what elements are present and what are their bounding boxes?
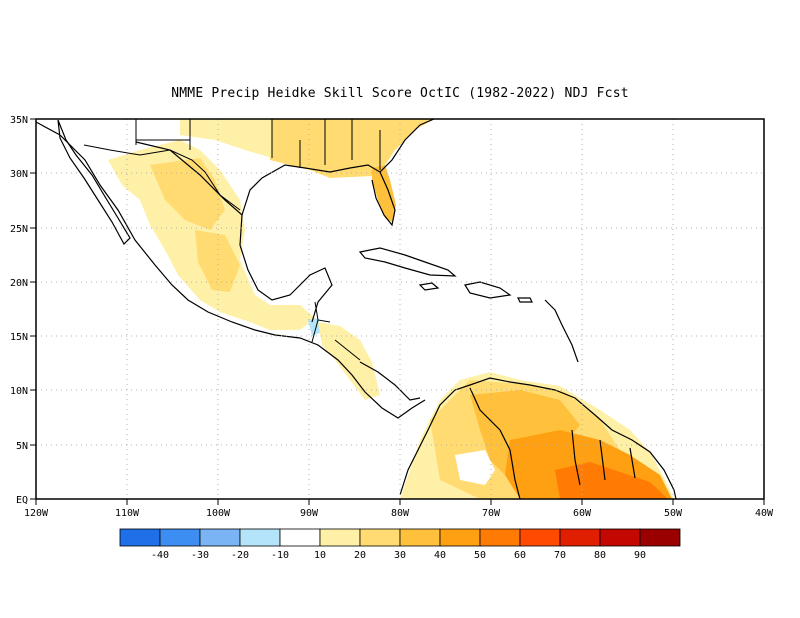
lat-label: 10N	[10, 386, 28, 397]
coastlines	[36, 119, 677, 499]
lon-label: 60W	[573, 508, 592, 519]
colorbar-swatch	[359, 528, 401, 547]
colorbar-label: -40	[151, 550, 169, 561]
florida-skill	[372, 165, 396, 222]
colorbar-label: 70	[554, 550, 566, 561]
colombia-white-patch	[455, 450, 495, 485]
colorbar-label: -30	[191, 550, 209, 561]
lon-label: 90W	[300, 508, 319, 519]
lon-label: 50W	[664, 508, 683, 519]
chart-title: NMME Precip Heidke Skill Score OctIC (19…	[171, 86, 629, 101]
colorbar-label: -20	[231, 550, 249, 561]
central-america-light	[318, 322, 380, 400]
colorbar-swatch	[279, 528, 321, 547]
colorbar-label: 60	[514, 550, 526, 561]
longitude-labels: 120W 110W 100W 90W 80W 70W 60W 50W 40W	[24, 508, 774, 519]
cuba	[358, 247, 457, 277]
colorbar-label: 40	[434, 550, 446, 561]
lat-label: EQ	[16, 495, 28, 506]
lon-label: 120W	[24, 508, 49, 519]
puerto-rico	[517, 297, 533, 303]
lat-label: 15N	[10, 332, 28, 343]
colorbar-swatch	[399, 528, 441, 547]
lon-label: 110W	[115, 508, 140, 519]
colorbar-label: 90	[634, 550, 646, 561]
colorbar-label: 30	[394, 550, 406, 561]
colorbar: -40 -30 -20 -10 10 20 30 40 50 60 70 80 …	[119, 528, 681, 561]
lesser-antilles	[544, 299, 579, 363]
latitude-labels: 35N 30N 25N 20N 15N 10N 5N EQ	[10, 115, 28, 506]
colorbar-label: 50	[474, 550, 486, 561]
gulf-coast	[135, 141, 396, 227]
colorbar-swatch	[559, 528, 601, 547]
mexico-skill-center	[195, 230, 240, 292]
lon-label: 70W	[482, 508, 501, 519]
lat-label: 5N	[16, 441, 28, 452]
lon-label: 100W	[206, 508, 231, 519]
borders	[83, 119, 381, 361]
colorbar-swatch	[479, 528, 521, 547]
central-america-borders	[311, 301, 361, 361]
hispaniola	[464, 281, 512, 299]
mexico-pacific-coast	[36, 121, 426, 419]
lat-label: 20N	[10, 278, 28, 289]
colorbar-swatch	[439, 528, 481, 547]
colorbar-label: 10	[314, 550, 326, 561]
jamaica	[418, 282, 440, 291]
gridlines	[36, 119, 764, 499]
lat-label: 30N	[10, 169, 28, 180]
colorbar-swatch	[159, 528, 201, 547]
guyana-borders	[571, 429, 636, 486]
colorbar-swatch	[639, 528, 681, 547]
axis-ticks	[30, 118, 765, 505]
colorbar-swatch	[599, 528, 641, 547]
us-south-central-skill	[180, 119, 272, 158]
colorbar-swatch	[119, 528, 161, 547]
colorbar-label: 20	[354, 550, 366, 561]
us-east-coast	[379, 119, 435, 173]
lon-label: 80W	[391, 508, 410, 519]
south-america-north-coast	[399, 377, 677, 499]
lat-label: 25N	[10, 224, 28, 235]
colorbar-swatch	[239, 528, 281, 547]
lon-label: 40W	[755, 508, 774, 519]
mexico-gulf-coast	[239, 214, 333, 323]
colorbar-label: -10	[271, 550, 289, 561]
colorbar-label: 80	[594, 550, 606, 561]
colorbar-swatch	[199, 528, 241, 547]
us-mexico-border	[83, 144, 241, 211]
panama	[359, 361, 421, 401]
baja-california	[57, 119, 131, 245]
mexico-skill-strong	[150, 158, 225, 230]
lat-label: 35N	[10, 115, 28, 126]
state-borders	[135, 119, 381, 170]
south-america-deep	[555, 462, 668, 499]
colorbar-swatch	[519, 528, 561, 547]
skill-shading	[108, 119, 674, 499]
colorbar-swatch	[319, 528, 361, 547]
venezuela-border	[469, 387, 521, 499]
